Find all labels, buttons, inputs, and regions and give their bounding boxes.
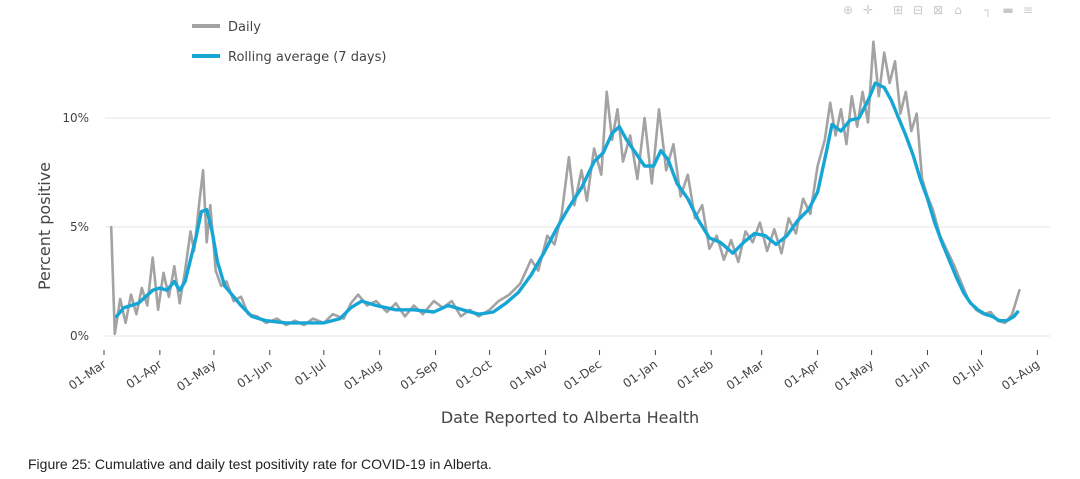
spike-lines-icon[interactable]: ┐	[984, 3, 992, 17]
zoom-out-icon[interactable]: ⊟	[912, 3, 924, 17]
gridlines	[105, 117, 1050, 337]
legend-item-rolling-average[interactable]: Rolling average (7 days)	[192, 50, 386, 65]
plot-toolbar: ⊕ ✛ ⊞ ⊟ ⊠ ⌂ ┐ ▬ ≡	[838, 2, 1038, 18]
x-tick-label: 01-Sep	[398, 357, 441, 393]
x-tick-label: 01-Apr	[124, 357, 165, 392]
x-tick-label: 01-Jun	[235, 357, 275, 391]
zoom-icon[interactable]: ⊕	[842, 3, 854, 17]
hover-closest-icon[interactable]: ▬	[1002, 3, 1014, 17]
y-tick-label: 5%	[70, 220, 89, 234]
x-tick-label: 01-Jul	[292, 357, 328, 388]
series-line-rolling-average[interactable]	[114, 81, 1020, 325]
x-axis-title: Date Reported to Alberta Health	[441, 408, 699, 427]
autoscale-icon[interactable]: ⊠	[932, 3, 944, 17]
y-tick-label: 0%	[70, 329, 89, 343]
reset-axes-icon[interactable]: ⌂	[954, 3, 962, 17]
hover-compare-icon[interactable]: ≡	[1022, 3, 1034, 17]
x-tick-label: 01-Mar	[66, 357, 109, 393]
x-tick-label: 01-Feb	[674, 357, 716, 392]
legend: Daily Rolling average (7 days)	[192, 20, 386, 65]
figure-caption: Figure 25: Cumulative and daily test pos…	[28, 456, 492, 472]
x-tick-label: 01-May	[174, 357, 218, 394]
x-tick-label: 01-Jul	[950, 357, 986, 388]
pan-icon[interactable]: ✛	[862, 3, 874, 17]
legend-label-rolling-average: Rolling average (7 days)	[228, 50, 386, 65]
chart-container: ⊕ ✛ ⊞ ⊟ ⊠ ⌂ ┐ ▬ ≡ 01-Mar 01-Apr 01-May 01-J…	[35, 2, 1050, 427]
x-axis: 01-Mar 01-Apr 01-May 01-Jun 01-Jul 01-Aug 01-S…	[66, 350, 1042, 394]
x-tick-label: 01-Nov	[507, 357, 550, 393]
x-tick-label: 01-Jun	[892, 357, 932, 391]
x-tick-label: 01-Oct	[453, 357, 495, 392]
x-tick-label: 01-Aug	[341, 357, 384, 393]
x-tick-label: 01-Aug	[999, 357, 1042, 393]
y-axis-title: Percent positive	[35, 162, 54, 290]
legend-label-daily: Daily	[228, 20, 261, 35]
x-tick-label: 01-Jan	[620, 357, 660, 391]
x-tick-label: 01-Dec	[561, 357, 604, 393]
y-axis: 0% 5% 10%	[62, 111, 89, 343]
x-tick-label: 01-Mar	[724, 357, 767, 393]
line-chart: 01-Mar 01-Apr 01-May 01-Jun 01-Jul 01-Aug 01-S…	[35, 20, 1050, 427]
legend-item-daily[interactable]: Daily	[192, 20, 261, 35]
x-tick-label: 01-May	[832, 357, 876, 394]
y-tick-label: 10%	[62, 111, 89, 125]
x-tick-label: 01-Apr	[781, 357, 822, 392]
series-line-daily[interactable]	[109, 40, 1021, 336]
series-lines	[109, 40, 1021, 336]
zoom-in-icon[interactable]: ⊞	[892, 3, 904, 17]
